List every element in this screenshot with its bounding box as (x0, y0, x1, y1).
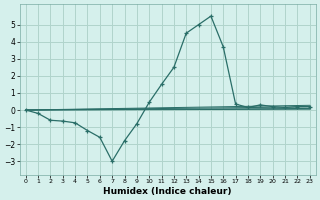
X-axis label: Humidex (Indice chaleur): Humidex (Indice chaleur) (103, 187, 232, 196)
